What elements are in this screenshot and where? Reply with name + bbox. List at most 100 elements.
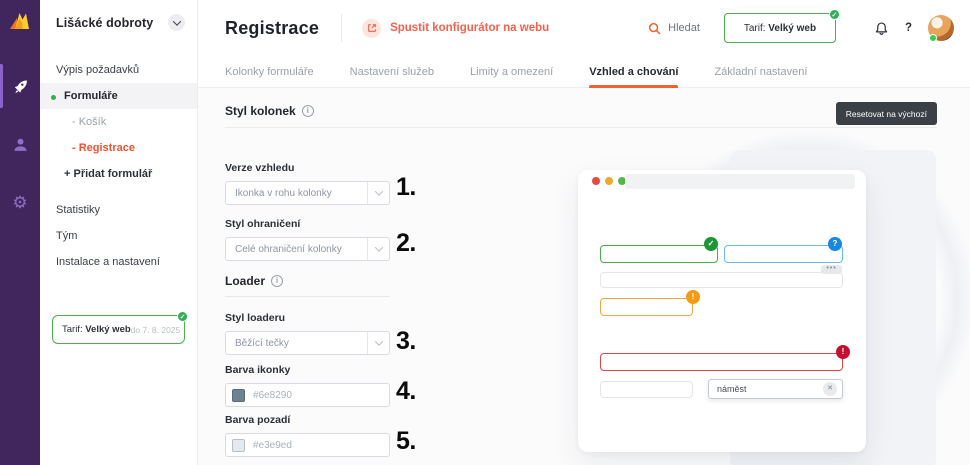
tarif-expiry: do 7. 8. 2025	[130, 324, 181, 335]
select-value: Ikonka v rohu kolonky	[235, 187, 332, 199]
sidebar-tarif-box[interactable]: Tarif: Velký web do 7. 8. 2025 ✓	[52, 311, 188, 344]
preview-input-warning[interactable]	[600, 298, 693, 316]
field-styl-loaderu: Styl loaderu Běžící tečky	[225, 312, 390, 355]
tarif-button-text: Tarif: Velký web	[743, 22, 817, 34]
field-label: Barva pozadí	[225, 414, 291, 426]
preview-input-error[interactable]	[600, 353, 843, 371]
preview-input-autocomplete[interactable]: náměst ✕	[708, 379, 843, 399]
icon-rail: ⚙	[0, 0, 40, 465]
window-dot-green-icon	[618, 177, 626, 185]
avatar[interactable]	[928, 15, 954, 42]
page-title: Registrace	[225, 17, 320, 38]
workspace-name: Lišácké dobroty	[56, 15, 154, 30]
window-dots	[592, 177, 626, 185]
sidebar-item-requests[interactable]: Výpis požadavků	[56, 64, 140, 76]
run-configurator-label: Spustit konfigurátor na webu	[390, 22, 550, 34]
tab-basic-settings[interactable]: Základní nastavení	[714, 65, 808, 78]
autocomplete-value: náměst	[717, 384, 747, 394]
address-bar-placeholder	[625, 174, 855, 189]
tab-limits[interactable]: Limity a omezení	[470, 65, 554, 78]
external-link-icon	[362, 18, 382, 38]
divider	[225, 127, 937, 128]
rocket-icon	[14, 79, 27, 93]
notifications-button[interactable]	[874, 21, 889, 36]
tab-services[interactable]: Nastavení služeb	[349, 65, 435, 78]
section-title: Loader	[225, 274, 266, 288]
preview-input-plain-wide[interactable]	[600, 272, 843, 288]
gear-icon: ⚙	[12, 192, 28, 212]
main-area: Registrace Spustit konfigurátor na webu …	[198, 0, 970, 465]
fox-logo-icon[interactable]	[7, 8, 33, 34]
check-badge-icon: ✓	[828, 9, 840, 20]
field-label: Styl loaderu	[225, 312, 286, 324]
question-badge-icon: ?	[828, 237, 842, 251]
info-icon[interactable]: i	[271, 275, 284, 287]
select-value: Běžící tečky	[235, 337, 289, 349]
color-swatch[interactable]	[232, 438, 245, 452]
sidebar-item-team[interactable]: Tým	[56, 230, 78, 242]
search-icon	[649, 22, 661, 34]
tab-form-fields[interactable]: Kolonky formuláře	[225, 65, 314, 78]
content: Styl kolonek i Resetovat na výchozí Verz…	[198, 88, 970, 465]
topbar: Registrace Spustit konfigurátor na webu …	[198, 0, 970, 56]
sidebar-item-forms-label: Formuláře	[64, 90, 118, 102]
help-button[interactable]: ?	[904, 22, 912, 34]
rail-nav: ⚙	[0, 64, 40, 218]
field-label: Barva ikonky	[225, 364, 291, 376]
chevron-down-icon[interactable]	[168, 14, 185, 31]
chevron-down-icon	[367, 182, 389, 204]
reset-default-button[interactable]: Resetovat na výchozí	[835, 102, 937, 125]
ellipsis-badge-icon: •••	[821, 265, 842, 274]
info-icon[interactable]: i	[301, 105, 314, 117]
window-dot-yellow-icon	[605, 177, 613, 185]
annotation-2: 2.	[396, 229, 416, 257]
barva-pozadi-input[interactable]: #e3e9ed	[225, 433, 390, 457]
active-indicator	[0, 64, 3, 108]
section-field-style: Styl kolonek i	[225, 104, 314, 118]
tab-appearance[interactable]: Vzhled a chování	[589, 56, 679, 88]
select-value: Celé ohraničení kolonky	[235, 243, 342, 255]
annotation-3: 3.	[396, 327, 416, 355]
section-title: Styl kolonek	[225, 104, 296, 118]
sidebar-item-statistics[interactable]: Statistiky	[56, 204, 101, 216]
rail-item-users[interactable]	[0, 128, 40, 160]
field-barva-pozadi: Barva pozadí #e3e9ed	[225, 414, 390, 457]
warning-badge-icon: !	[686, 290, 700, 304]
chevron-down-icon	[367, 238, 389, 260]
run-configurator-link[interactable]: Spustit konfigurátor na webu	[362, 18, 550, 38]
preview-input-small[interactable]	[600, 381, 693, 398]
workspace-switcher[interactable]: Lišácké dobroty	[40, 0, 197, 31]
preview-input-help[interactable]	[724, 245, 843, 263]
bell-icon	[875, 21, 888, 35]
sidebar: Lišácké dobroty Výpis požadavků Formulář…	[40, 0, 198, 465]
styl-ohraniceni-select[interactable]: Celé ohraničení kolonky	[225, 237, 390, 261]
check-badge-icon: ✓	[704, 237, 718, 251]
sidebar-item-add-form[interactable]: + Přidat formulář	[64, 168, 153, 180]
color-swatch[interactable]	[232, 388, 245, 402]
verze-vzhledu-select[interactable]: Ikonka v rohu kolonky	[225, 181, 390, 205]
styl-loaderu-select[interactable]: Běžící tečky	[225, 331, 390, 355]
users-icon	[13, 138, 27, 151]
annotation-5: 5.	[396, 427, 416, 455]
green-dot-icon	[51, 95, 56, 100]
sidebar-item-installation[interactable]: Instalace a nastavení	[56, 256, 160, 268]
barva-ikonky-input[interactable]: #6e8290	[225, 383, 390, 407]
section-loader: Loader i	[225, 274, 284, 288]
clear-icon[interactable]: ✕	[823, 382, 837, 396]
color-value: #e3e9ed	[253, 439, 292, 451]
rail-item-settings[interactable]: ⚙	[0, 186, 40, 218]
search-control[interactable]: Hledat	[648, 22, 700, 35]
chevron-down-icon	[367, 332, 389, 354]
rail-item-forms[interactable]	[0, 64, 40, 108]
tarif-button[interactable]: Tarif: Velký web ✓	[723, 9, 840, 43]
sidebar-item-forms[interactable]: Formuláře	[40, 83, 197, 109]
divider	[225, 296, 390, 297]
divider	[341, 14, 343, 42]
sidebar-item-cart[interactable]: - Košík	[72, 116, 107, 128]
preview-input-valid[interactable]	[600, 245, 718, 263]
sidebar-nav: Výpis požadavků Formuláře - Košík - Regi…	[40, 57, 197, 275]
preview-card: ✓ ? ••• ! ! náměst ✕	[578, 170, 866, 452]
sidebar-item-registration[interactable]: - Registrace	[72, 142, 135, 154]
search-label: Hledat	[668, 22, 700, 34]
